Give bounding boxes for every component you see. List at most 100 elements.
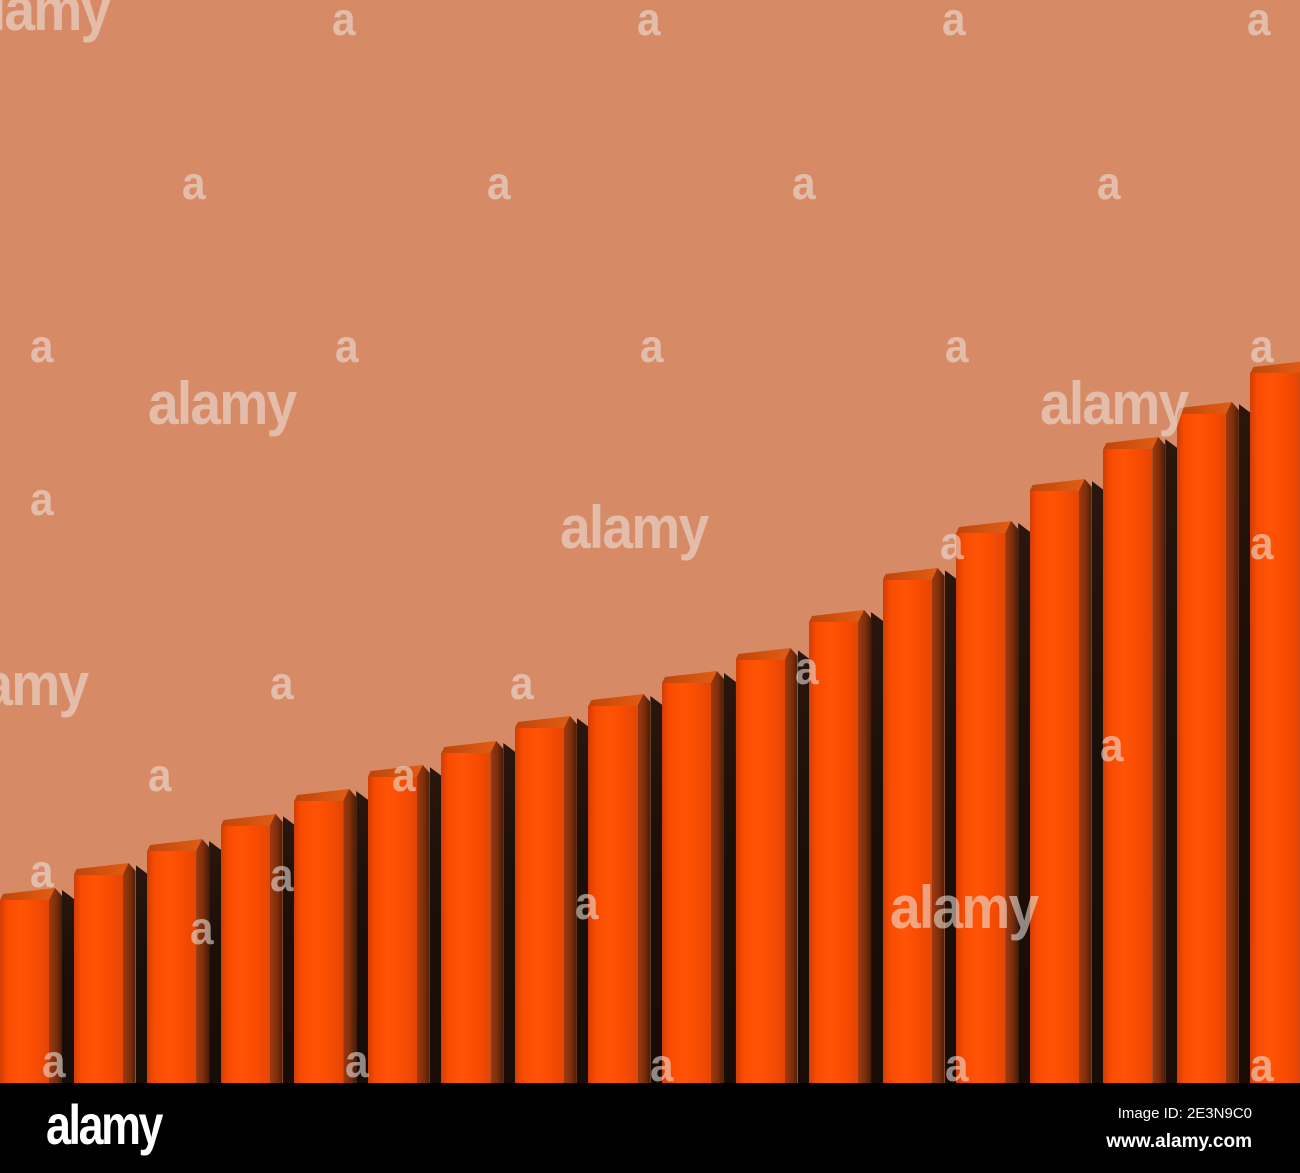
bar-topface — [294, 789, 350, 801]
bar — [514, 716, 589, 1083]
bar-sideface — [858, 610, 872, 1083]
image-id-text: Image ID: 2E3N9C0 — [1117, 1105, 1252, 1122]
bar-face — [367, 777, 417, 1083]
alamy-logo: alamy — [46, 1093, 163, 1156]
bar-gapshadow — [650, 696, 663, 1083]
bar-gapshadow — [723, 673, 736, 1083]
bar-face — [588, 706, 638, 1083]
alamy-watermark: alamy — [560, 494, 709, 561]
bar-gapshadow — [503, 743, 516, 1083]
bar — [956, 521, 1031, 1083]
bar-sideface — [196, 839, 210, 1083]
bar-sideface — [49, 888, 62, 1083]
bar-face — [0, 900, 49, 1083]
bar-topface — [220, 814, 276, 826]
bar — [1176, 402, 1251, 1083]
alamy-watermark: a — [30, 473, 54, 525]
bar-sideface — [710, 671, 724, 1083]
bar — [441, 741, 516, 1083]
bar-topface — [1103, 437, 1159, 449]
bar-gapshadow — [1238, 404, 1251, 1083]
bar-face — [441, 753, 491, 1083]
alamy-watermark: alamy — [1040, 370, 1189, 437]
bar-gapshadow — [429, 767, 442, 1083]
bar-face — [514, 728, 564, 1083]
bar-sideface — [784, 648, 798, 1083]
bar-face — [1103, 449, 1153, 1083]
alamy-watermark: a — [945, 320, 969, 372]
footer-meta: Image ID: 2E3N9C0 www.alamy.com — [1106, 1105, 1252, 1153]
alamy-watermark: a — [148, 749, 172, 801]
alamy-watermark: a — [1097, 157, 1121, 209]
bar-topface — [73, 863, 129, 875]
bar — [0, 888, 74, 1083]
bar-face — [73, 875, 123, 1083]
alamy-watermark: a — [335, 320, 359, 372]
bar — [735, 648, 810, 1083]
bar — [1029, 479, 1104, 1083]
bar — [661, 671, 736, 1083]
bar-gapshadow — [135, 865, 148, 1083]
bar-topface — [367, 765, 423, 777]
bar — [1103, 437, 1178, 1083]
bar-face — [220, 826, 270, 1083]
bar-face — [294, 801, 344, 1083]
bar-sideface — [1225, 402, 1239, 1083]
bar-sideface — [343, 789, 357, 1083]
bar-topface — [0, 888, 55, 900]
bar-topface — [735, 648, 791, 660]
bar-gapshadow — [356, 791, 369, 1083]
bar-topface — [1176, 402, 1232, 414]
bar-face — [956, 533, 1006, 1083]
bar-gapshadow — [871, 612, 884, 1083]
bar-face — [147, 851, 197, 1083]
bar-topface — [1029, 479, 1085, 491]
alamy-watermark: a — [942, 0, 966, 45]
bar-topface — [956, 521, 1012, 533]
bar-topface — [147, 839, 203, 851]
bar-gapshadow — [576, 718, 589, 1083]
bar — [588, 694, 663, 1083]
bar — [367, 765, 442, 1083]
bar — [294, 789, 369, 1083]
bar — [809, 610, 884, 1083]
bar — [73, 863, 148, 1083]
alamy-watermark: a — [30, 320, 54, 372]
alamy-watermark: a — [510, 657, 534, 709]
bar — [1250, 361, 1300, 1083]
alamy-watermark: a — [637, 0, 661, 45]
bar — [147, 839, 222, 1083]
bar-sideface — [269, 814, 283, 1083]
bar-sideface — [1078, 479, 1092, 1083]
bar-gapshadow — [282, 816, 295, 1083]
bar-gapshadow — [209, 841, 222, 1083]
bar-topface — [514, 716, 570, 728]
bar-sideface — [563, 716, 577, 1083]
bar-gapshadow — [1165, 439, 1178, 1083]
bar-topface — [588, 694, 644, 706]
bar-sideface — [931, 568, 945, 1083]
alamy-watermark: a — [182, 157, 206, 209]
bar-topface — [661, 671, 717, 683]
chart-area: alamyaaaaaaaaaaaaaalamyalamyaalamyaaalam… — [0, 0, 1300, 1083]
bar-sideface — [1152, 437, 1166, 1083]
alamy-watermark: a — [792, 157, 816, 209]
bar-face — [1176, 414, 1226, 1083]
bar-face — [1250, 373, 1300, 1083]
bar-face — [809, 622, 859, 1083]
bar-topface — [1250, 361, 1300, 373]
bar-topface — [882, 568, 938, 580]
alamy-watermark: a — [270, 657, 294, 709]
bar-sideface — [490, 741, 504, 1083]
bar-gapshadow — [944, 570, 957, 1083]
bar-gapshadow — [1018, 523, 1031, 1083]
alamy-watermark: a — [487, 157, 511, 209]
bar-gapshadow — [797, 650, 810, 1083]
bar-topface — [441, 741, 497, 753]
bar-sideface — [1005, 521, 1019, 1083]
bar-face — [882, 580, 932, 1083]
bar-gapshadow — [62, 890, 74, 1083]
bar-face — [661, 683, 711, 1083]
bar — [882, 568, 957, 1083]
